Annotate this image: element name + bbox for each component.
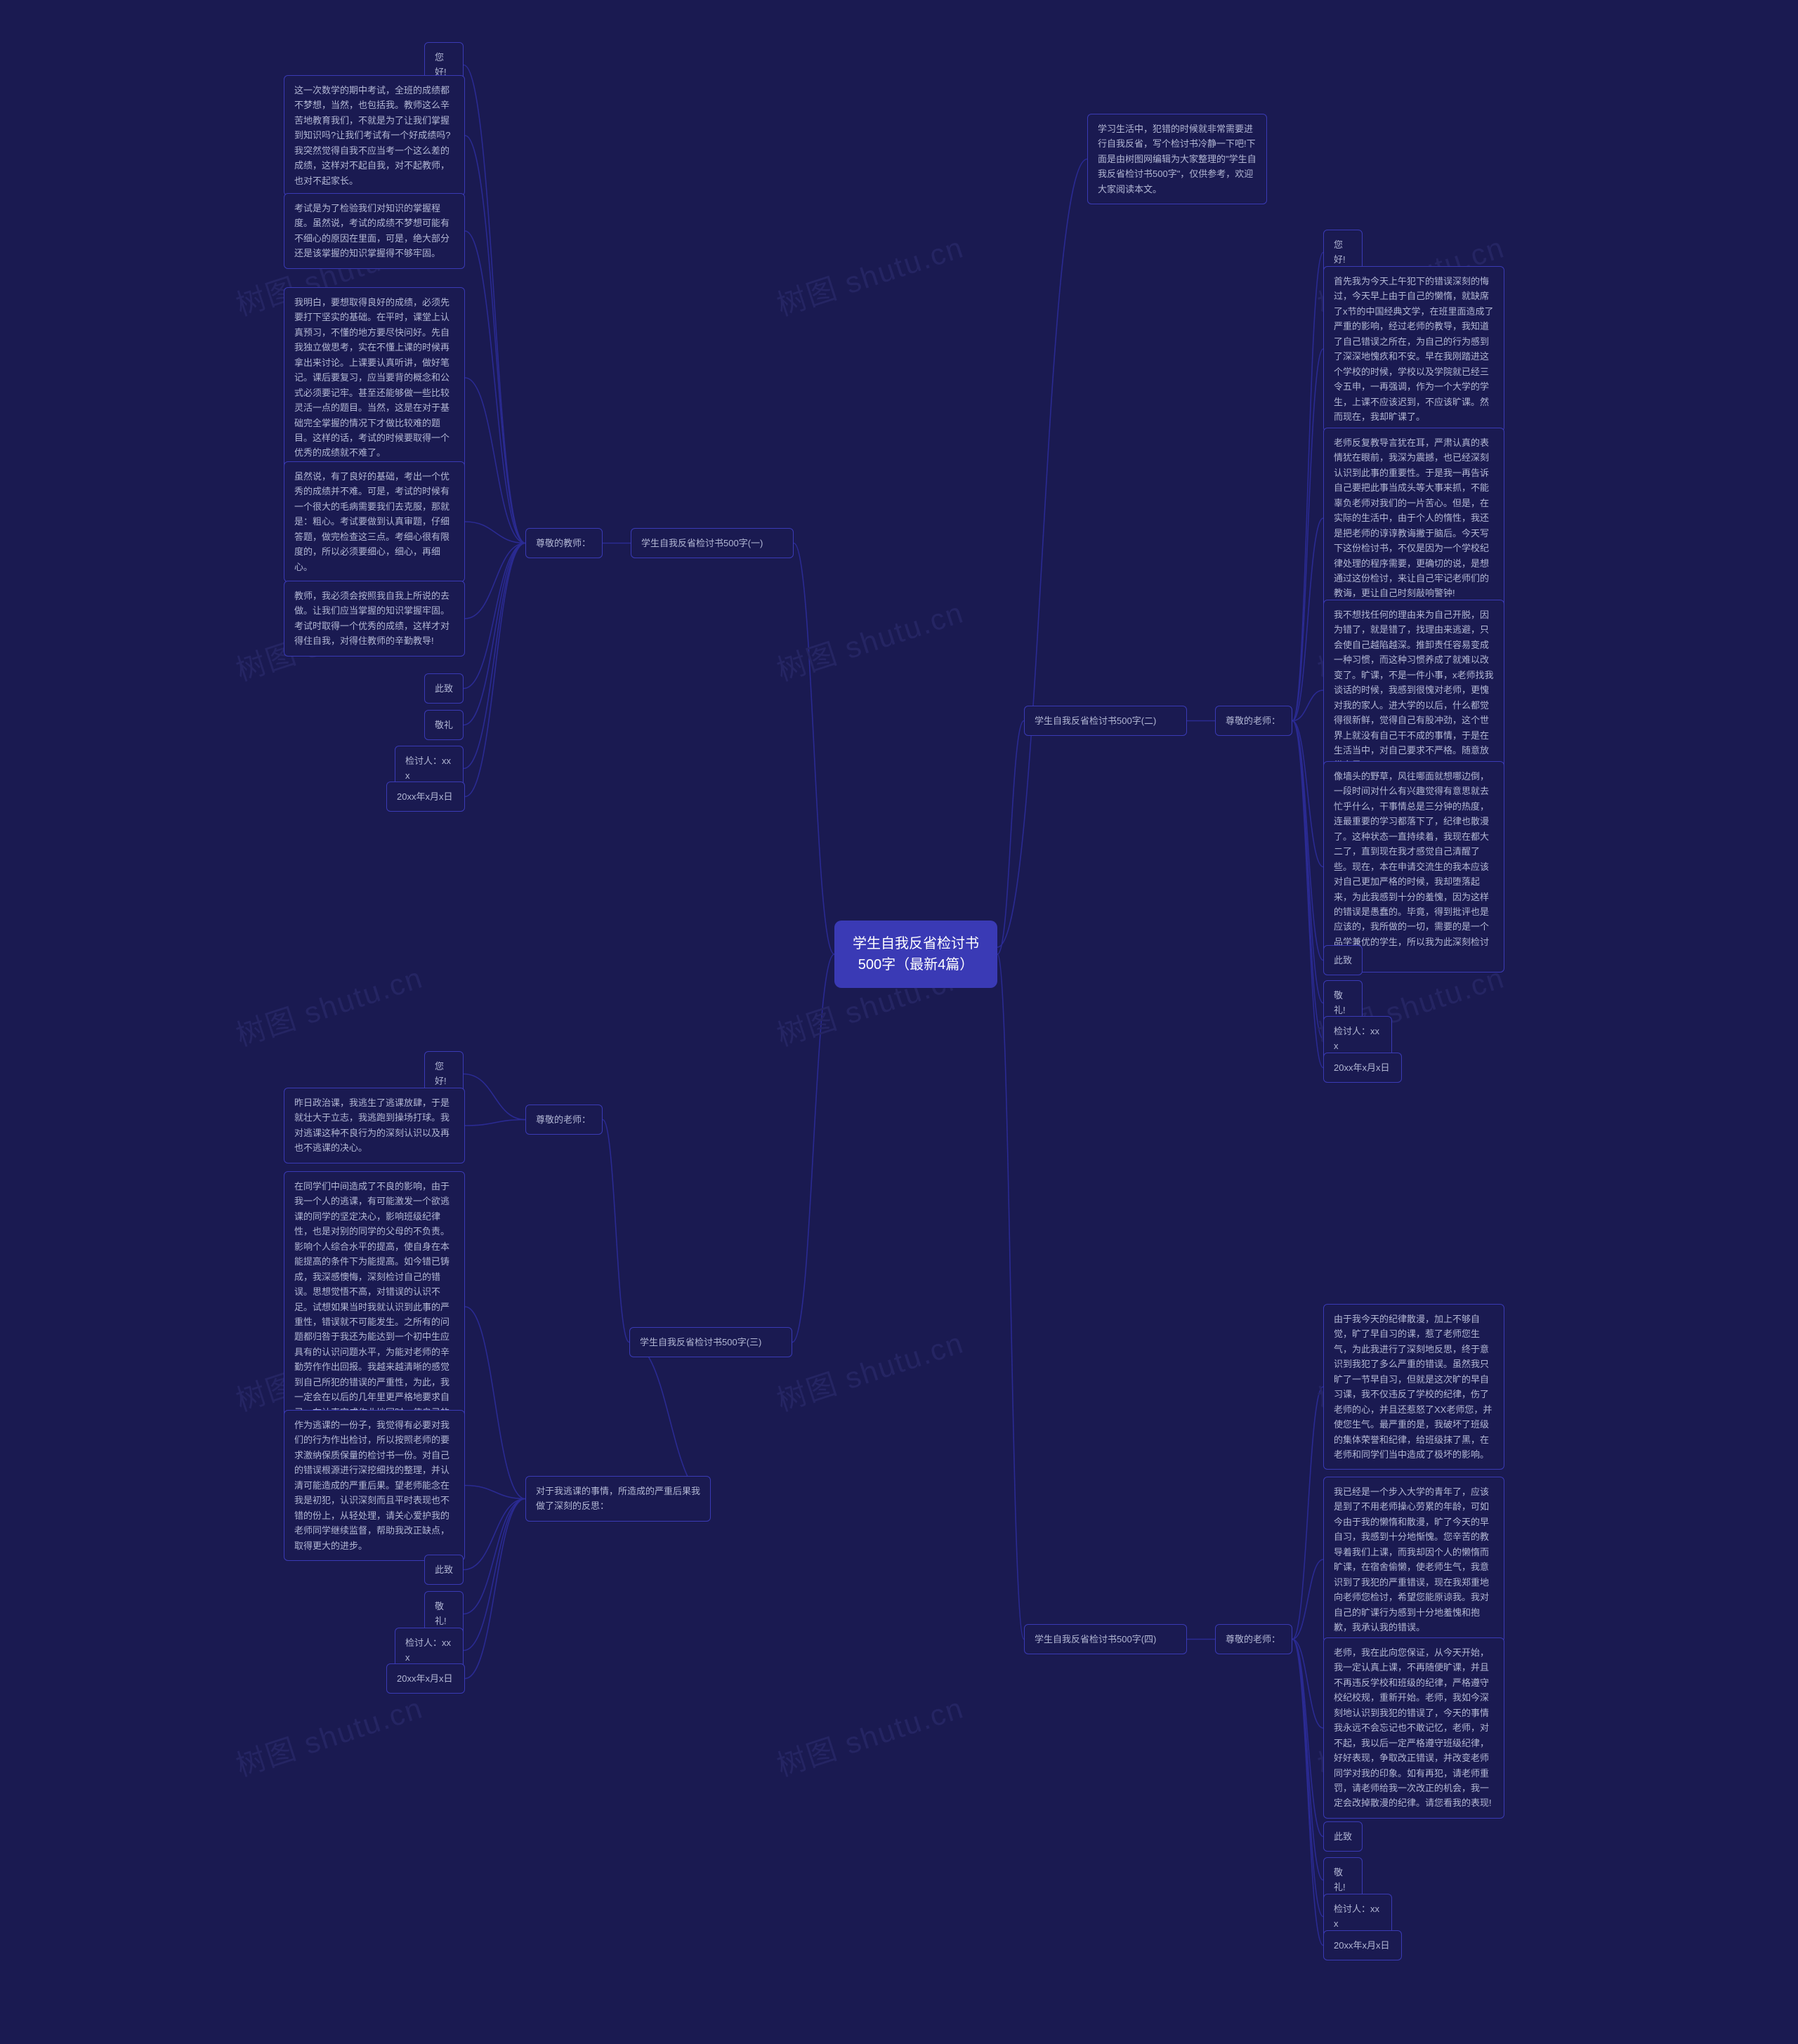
edge-layer <box>0 0 1798 2044</box>
center-node: 学生自我反省检讨书500字（最新4篇） <box>834 921 997 988</box>
leaf-node: 此致 <box>1323 945 1363 975</box>
leaf-node: 20xx年x月x日 <box>386 1663 465 1694</box>
leaf-node: 这一次数学的期中考试，全班的成绩都不梦想，当然，也包括我。教师这么辛苦地教育我们… <box>284 75 465 196</box>
leaf-node: 像墙头的野草，风往哪面就想哪边倒，一段时间对什么有兴趣觉得有意思就去忙乎什么，干… <box>1323 761 1504 972</box>
watermark: 树图 shutu.cn <box>770 1684 969 1785</box>
leaf-node: 此致 <box>424 673 464 704</box>
leaf-node: 我已经是一个步入大学的青年了，应该是到了不用老师操心劳累的年龄，可如今由于我的懒… <box>1323 1477 1504 1642</box>
leaf-node: 由于我今天的纪律散漫，加上不够自觉，旷了早自习的课，惹了老师您生气，为此我进行了… <box>1323 1304 1504 1470</box>
sub-label-node: 尊敬的老师： <box>1215 1624 1292 1654</box>
leaf-node: 20xx年x月x日 <box>1323 1930 1402 1960</box>
watermark: 树图 shutu.cn <box>230 954 428 1055</box>
leaf-node: 20xx年x月x日 <box>386 782 465 812</box>
watermark: 树图 shutu.cn <box>770 224 969 324</box>
leaf-node: 作为逃课的一份子，我觉得有必要对我们的行为作出检讨，所以按照老师的要求激纳保质保… <box>284 1410 465 1561</box>
leaf-node: 我明白，要想取得良好的成绩，必须先要打下坚实的基础。在平时，课堂上认真预习，不懂… <box>284 287 465 468</box>
branch-node: 学生自我反省检讨书500字(三) <box>629 1327 792 1357</box>
leaf-node: 昨日政治课，我逃生了逃课放肆，于是就壮大于立志，我逃跑到操场打球。我对逃课这种不… <box>284 1088 465 1163</box>
branch-node: 学生自我反省检讨书500字(二) <box>1024 706 1187 736</box>
leaf-node: 我不想找任何的理由来为自己开脱，因为错了，就是错了，找理由来逃避，只会使自己越陷… <box>1323 600 1504 781</box>
leaf-node: 在同学们中间造成了不良的影响，由于我一个人的逃课，有可能激发一个欲逃课的同学的坚… <box>284 1171 465 1442</box>
sub-label-node: 尊敬的老师： <box>525 1105 603 1135</box>
branch-node: 学生自我反省检讨书500字(一) <box>631 528 794 558</box>
watermark: 树图 shutu.cn <box>770 1319 969 1420</box>
leaf-node: 20xx年x月x日 <box>1323 1053 1402 1083</box>
mindmap-stage: 树图 shutu.cn 树图 shutu.cn 树图 shutu.cn 树图 shut… <box>0 0 1798 2044</box>
leaf-node: 教师，我必须会按照我自我上所说的去做。让我们应当掌握的知识掌握牢固。考试时取得一… <box>284 581 465 657</box>
leaf-node: 考试是为了检验我们对知识的掌握程度。虽然说，考试的成绩不梦想可能有不细心的原因在… <box>284 193 465 269</box>
watermark: 树图 shutu.cn <box>230 1684 428 1785</box>
sub-label-node: 尊敬的教师： <box>525 528 603 558</box>
leaf-node: 此致 <box>1323 1821 1363 1852</box>
leaf-node: 此致 <box>424 1555 464 1585</box>
intro-node: 学习生活中，犯错的时候就非常需要进行自我反省，写个检讨书冷静一下吧!下面是由树图… <box>1087 114 1267 204</box>
sub-label-node: 对于我逃课的事情，所造成的严重后果我做了深刻的反思： <box>525 1476 711 1522</box>
watermark: 树图 shutu.cn <box>770 589 969 690</box>
leaf-node: 老师，我在此向您保证，从今天开始，我一定认真上课，不再随便旷课，并且不再违反学校… <box>1323 1637 1504 1819</box>
leaf-node: 敬礼 <box>424 710 464 740</box>
leaf-node: 首先我为今天上午犯下的错误深刻的悔过，今天早上由于自己的懒惰，就缺席了x节的中国… <box>1323 266 1504 432</box>
branch-node: 学生自我反省检讨书500字(四) <box>1024 1624 1187 1654</box>
leaf-node: 虽然说，有了良好的基础，考出一个优秀的成绩并不难。可是，考试的时候有一个很大的毛… <box>284 461 465 582</box>
sub-label-node: 尊敬的老师： <box>1215 706 1292 736</box>
leaf-node: 老师反复教导言犹在耳，严肃认真的表情犹在眼前，我深为震撼，也已经深刻认识到此事的… <box>1323 428 1504 609</box>
